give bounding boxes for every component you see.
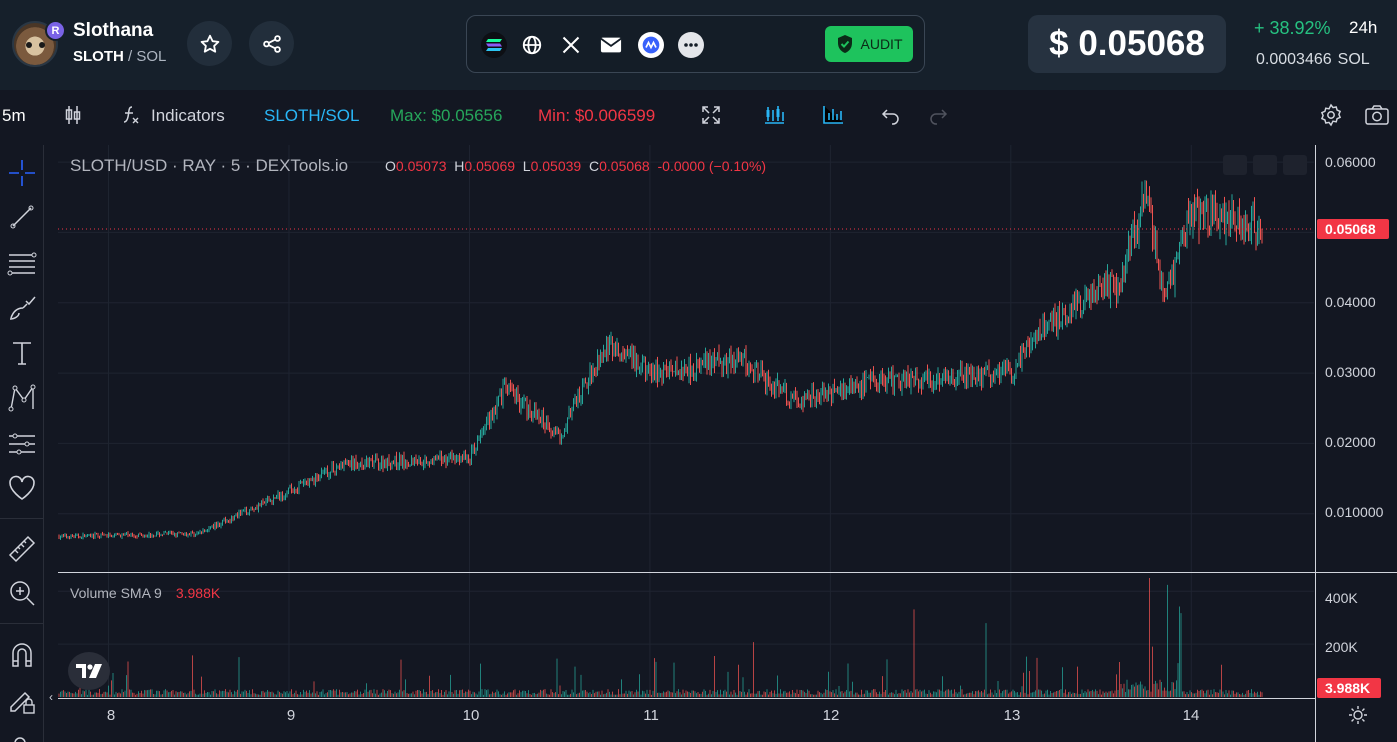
high-value: 0.05069 bbox=[464, 158, 516, 174]
coinmarketcap-icon[interactable] bbox=[638, 32, 664, 58]
time-axis-label: 10 bbox=[462, 707, 480, 724]
volume-value: 3.988K bbox=[175, 585, 221, 601]
price-axis-label: 0.03000 bbox=[1325, 364, 1376, 380]
open-label: O bbox=[385, 158, 396, 174]
solana-icon[interactable] bbox=[481, 32, 507, 58]
trend-line-icon[interactable] bbox=[4, 199, 40, 235]
price-axis-label: 0.06000 bbox=[1325, 154, 1376, 170]
toolbar-divider bbox=[0, 518, 44, 519]
favorite-button[interactable] bbox=[187, 21, 232, 66]
sol-value: 0.0003466 bbox=[1256, 51, 1332, 68]
camera-icon[interactable] bbox=[1364, 102, 1390, 128]
price-axis-label: 0.04000 bbox=[1325, 294, 1376, 310]
social-links-bar: AUDIT bbox=[466, 15, 925, 73]
function-icon[interactable] bbox=[118, 102, 144, 128]
crosshair-icon[interactable] bbox=[4, 155, 40, 191]
ruler-icon[interactable] bbox=[4, 531, 40, 567]
drawing-toolbar bbox=[0, 145, 44, 742]
volume-label: Volume SMA 9 bbox=[70, 585, 162, 601]
open-value: 0.05073 bbox=[395, 158, 447, 174]
chart-title: SLOTH/USD · RAY · 5 · DEXTools.io bbox=[70, 156, 349, 175]
bar-chart-icon[interactable] bbox=[820, 102, 846, 128]
pane-button[interactable] bbox=[1223, 155, 1247, 175]
undo-icon[interactable] bbox=[878, 102, 904, 128]
chain-badge: R bbox=[45, 20, 66, 41]
candlestick-series bbox=[58, 180, 1263, 540]
candles-icon[interactable] bbox=[60, 102, 86, 128]
volume-series bbox=[58, 578, 1263, 697]
mail-icon[interactable] bbox=[598, 32, 624, 58]
star-icon bbox=[200, 34, 219, 53]
change-period: 24h bbox=[1349, 18, 1378, 37]
min-price-label: Min: $0.006599 bbox=[538, 106, 656, 125]
audit-button[interactable]: AUDIT bbox=[825, 26, 913, 62]
time-axis-label: 9 bbox=[286, 707, 296, 724]
price-axis-label: 0.02000 bbox=[1325, 434, 1376, 450]
high-label: H bbox=[454, 158, 465, 174]
low-value: 0.05039 bbox=[530, 158, 582, 174]
zoom-in-icon[interactable] bbox=[4, 575, 40, 611]
lock-drawing-icon[interactable] bbox=[4, 682, 40, 718]
fib-lines-icon[interactable] bbox=[4, 245, 40, 281]
chart-grid bbox=[58, 145, 1314, 697]
token-pair: SLOTH / SOL bbox=[73, 48, 167, 65]
fullscreen-icon[interactable] bbox=[698, 102, 724, 128]
text-tool-icon[interactable] bbox=[4, 335, 40, 371]
x-twitter-icon[interactable] bbox=[558, 32, 584, 58]
collapse-toolbar-arrow-icon[interactable]: ‹ bbox=[49, 690, 53, 704]
magnet-icon[interactable] bbox=[4, 637, 40, 673]
token-quote: SOL bbox=[136, 48, 167, 65]
pattern-icon[interactable] bbox=[4, 380, 40, 416]
candle-chart-icon[interactable] bbox=[761, 102, 787, 128]
low-label: L bbox=[522, 158, 531, 174]
change-value: -0.0000 (−0.10%) bbox=[657, 158, 767, 174]
theme-toggle-icon[interactable] bbox=[1348, 705, 1368, 730]
chart-toolbar: 5m Indicators SLOTH/SOL Max: $0.05656 Mi… bbox=[0, 90, 1397, 140]
pair-toggle[interactable]: SLOTH/SOL bbox=[264, 106, 360, 125]
current-price-usd: $ 0.05068 bbox=[1028, 15, 1226, 73]
share-icon bbox=[262, 34, 281, 53]
share-button[interactable] bbox=[249, 21, 294, 66]
volume-axis-label: 400K bbox=[1325, 590, 1358, 606]
time-axis-label: 12 bbox=[822, 707, 840, 724]
pane-button[interactable] bbox=[1253, 155, 1277, 175]
globe-icon[interactable] bbox=[519, 32, 545, 58]
token-name: Slothana bbox=[73, 20, 154, 41]
time-axis-label: 8 bbox=[106, 707, 116, 724]
pane-button[interactable] bbox=[1283, 155, 1307, 175]
token-header: R Slothana SLOTH / SOL AUDIT $ 0.05068 bbox=[0, 0, 1397, 90]
interval-selector[interactable]: 5m bbox=[2, 106, 26, 125]
brush-icon[interactable] bbox=[4, 290, 40, 326]
indicators-button[interactable]: Indicators bbox=[151, 106, 225, 125]
close-label: C bbox=[588, 158, 600, 174]
price-change: + 38.92% bbox=[1254, 18, 1331, 38]
more-icon[interactable] bbox=[678, 32, 704, 58]
settings-icon[interactable] bbox=[1318, 102, 1344, 128]
tradingview-logo[interactable] bbox=[68, 652, 110, 690]
close-value: 0.05068 bbox=[599, 158, 650, 174]
time-axis-label: 13 bbox=[1003, 707, 1021, 724]
heart-icon[interactable] bbox=[4, 470, 40, 506]
max-price-label: Max: $0.05656 bbox=[390, 106, 503, 125]
audit-label: AUDIT bbox=[860, 36, 903, 52]
current-price-tag: 0.05068 bbox=[1317, 219, 1389, 239]
volume-axis-label: 200K bbox=[1325, 639, 1358, 655]
price-in-sol: 0.0003466 SOL bbox=[1256, 51, 1370, 69]
sol-unit: SOL bbox=[1337, 51, 1370, 68]
price-axis-label: 0.010000 bbox=[1325, 504, 1384, 520]
current-volume-tag: 3.988K bbox=[1317, 678, 1381, 698]
forecast-icon[interactable] bbox=[4, 425, 40, 461]
ohlc-legend: O0.05073 H0.05069 L0.05039 C0.05068 -0.0… bbox=[385, 158, 766, 174]
time-axis-label: 11 bbox=[643, 707, 659, 724]
token-symbol: SLOTH bbox=[73, 48, 124, 65]
time-axis-label: 14 bbox=[1182, 707, 1200, 724]
redo-icon[interactable] bbox=[925, 102, 951, 128]
volume-legend: Volume SMA 9 3.988K bbox=[70, 585, 220, 601]
toolbar-divider bbox=[0, 623, 44, 624]
shield-check-icon bbox=[837, 35, 852, 53]
